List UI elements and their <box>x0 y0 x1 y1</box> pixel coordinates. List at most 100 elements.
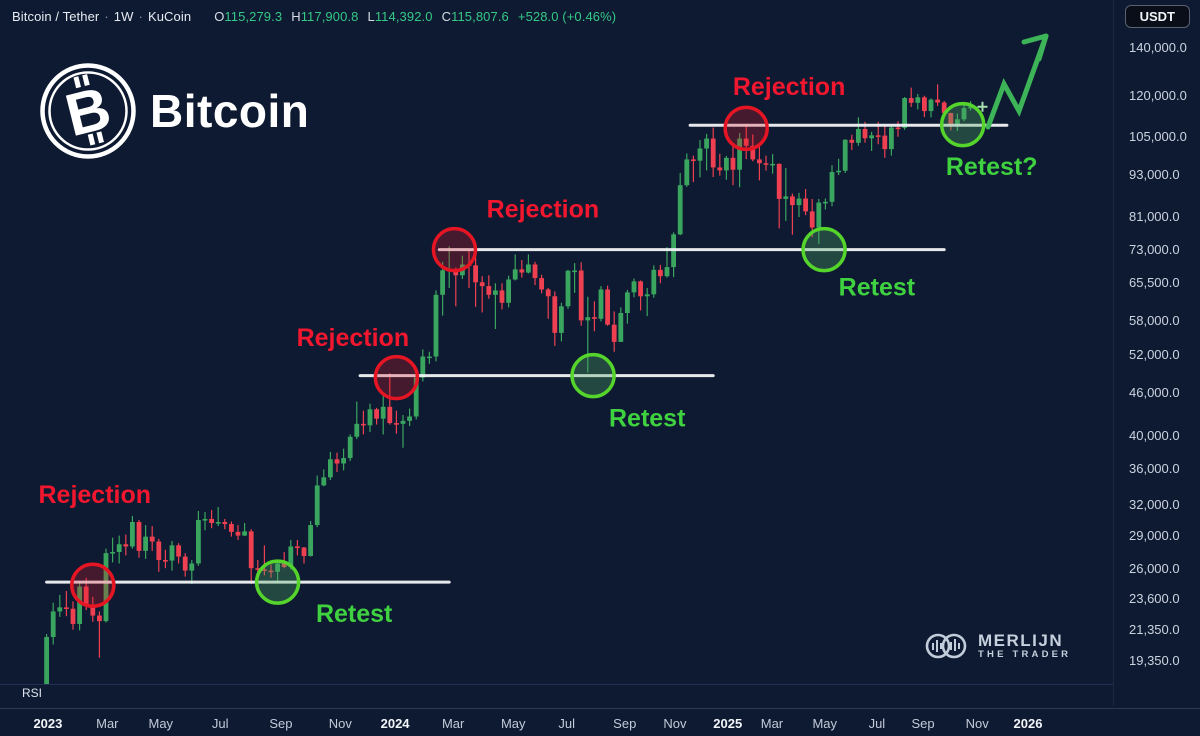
candle-body <box>242 531 247 536</box>
breakout-arrow-head <box>1021 33 1049 62</box>
candle-body <box>552 296 558 333</box>
candle-body <box>743 138 749 146</box>
candle-body <box>182 556 188 571</box>
time-axis-label: Sep <box>269 716 293 731</box>
time-axis-label: May <box>500 716 526 731</box>
candle-body <box>169 545 175 561</box>
candle-body <box>578 270 584 321</box>
price-axis-label: 120,000.0 <box>1129 87 1187 103</box>
rejection-circle[interactable] <box>70 562 116 609</box>
candle-body <box>545 289 551 297</box>
candle-body <box>123 544 129 547</box>
candle-body <box>875 135 881 137</box>
watermark: MERLIJN THE TRADER <box>920 624 1071 668</box>
timeframe-label[interactable]: 1W <box>113 9 134 24</box>
rejection-circle[interactable] <box>723 105 769 152</box>
price-axis-label: 21,350.0 <box>1129 622 1180 638</box>
candle-body <box>955 119 960 126</box>
candle-body <box>862 128 868 139</box>
retest-circle[interactable] <box>570 352 616 399</box>
close-value: 115,807.6 <box>451 9 509 24</box>
close-label: C <box>441 9 452 24</box>
candle-body <box>803 198 808 212</box>
candle-body <box>163 560 168 562</box>
candle-body <box>849 139 855 143</box>
open-label: O <box>214 9 225 24</box>
candle-body <box>149 536 155 542</box>
candle-body <box>532 264 538 279</box>
time-axis-label: Jul <box>211 716 229 731</box>
candle-body <box>97 615 102 622</box>
pane-divider[interactable] <box>0 684 1113 685</box>
candle-body <box>202 518 208 521</box>
price-axis-label: 23,600.0 <box>1129 591 1180 607</box>
candle-body <box>658 269 663 277</box>
candle-body <box>618 312 624 342</box>
rsi-pane-label[interactable]: RSI <box>22 686 43 700</box>
candle-body <box>407 416 412 421</box>
candle-body <box>684 159 690 186</box>
candle-body <box>935 99 940 103</box>
retest-circle[interactable] <box>801 226 847 273</box>
candle-body <box>334 459 340 464</box>
candle-body <box>724 157 729 171</box>
candle-body <box>842 139 848 171</box>
time-axis[interactable]: 2023 Mar May Jul Sep Nov 2024 Mar May Jul Sep Nov 20… <box>0 708 1200 736</box>
candle-body <box>790 196 795 206</box>
candle-body <box>321 477 327 486</box>
candle-body <box>347 436 353 459</box>
candle-body <box>598 289 604 319</box>
time-axis-label: Jul <box>868 716 886 731</box>
candle-body <box>281 563 287 568</box>
retest-circle[interactable] <box>254 559 301 605</box>
candle-body <box>427 356 432 359</box>
candle-body <box>519 269 525 273</box>
candle-body <box>440 270 445 295</box>
candle-body <box>631 281 637 293</box>
candle-body <box>209 518 214 524</box>
candle-body <box>737 138 742 170</box>
candle-body <box>387 406 393 424</box>
candle-body <box>275 563 280 572</box>
rejection-circle[interactable] <box>373 354 420 401</box>
rejection-circle[interactable] <box>431 226 478 273</box>
candle-body <box>625 292 630 313</box>
retest-label: Retest <box>316 600 393 628</box>
candle-body <box>638 281 643 297</box>
time-axis-label: 2023 <box>33 716 63 731</box>
candle-body <box>354 423 360 437</box>
currency-toggle-button[interactable]: USDT <box>1124 5 1190 28</box>
candle-body <box>374 409 379 419</box>
candle-body <box>57 607 63 612</box>
price-axis-label: 105,000.0 <box>1129 129 1187 145</box>
breakout-arrow <box>985 33 1049 130</box>
candle-body <box>611 324 617 342</box>
candle-body <box>585 317 591 321</box>
candle-body <box>677 185 683 235</box>
price-axis-label: 36,000.0 <box>1129 460 1180 476</box>
symbol-legend: Bitcoin / Tether · 1W · KuCoin O115,279.3 H117… <box>12 9 616 24</box>
candle-body <box>526 264 531 273</box>
time-axis-label: Sep <box>911 716 935 731</box>
candle-body <box>262 569 267 571</box>
retest-circle[interactable] <box>939 101 986 148</box>
candle-body <box>367 409 373 426</box>
ohlc-values: O115,279.3 H117,900.8 L114,392.0 C115,807.6… <box>205 9 616 24</box>
candle-body <box>143 536 148 551</box>
candle-body <box>380 406 386 419</box>
candle-body <box>697 148 703 161</box>
price-axis-label: 73,000.0 <box>1129 241 1180 257</box>
price-axis-label: 52,000.0 <box>1129 346 1180 362</box>
candle-body <box>116 544 122 553</box>
candle-body <box>44 637 49 684</box>
candle-body <box>420 356 426 378</box>
rejection-label: Rejection <box>297 324 410 352</box>
candle-body <box>968 106 973 109</box>
time-axis-label: Mar <box>760 716 784 731</box>
price-axis[interactable]: 140,000.0 120,000.0 105,000.0 93,000.0 81,00… <box>1113 0 1200 706</box>
price-axis-label: 40,000.0 <box>1129 427 1180 443</box>
plot-area[interactable]: Rejection Retest Rejection Retest Rejection R… <box>38 73 1038 711</box>
candle-body <box>856 128 861 143</box>
symbol-title[interactable]: Bitcoin / Tether <box>12 9 100 24</box>
